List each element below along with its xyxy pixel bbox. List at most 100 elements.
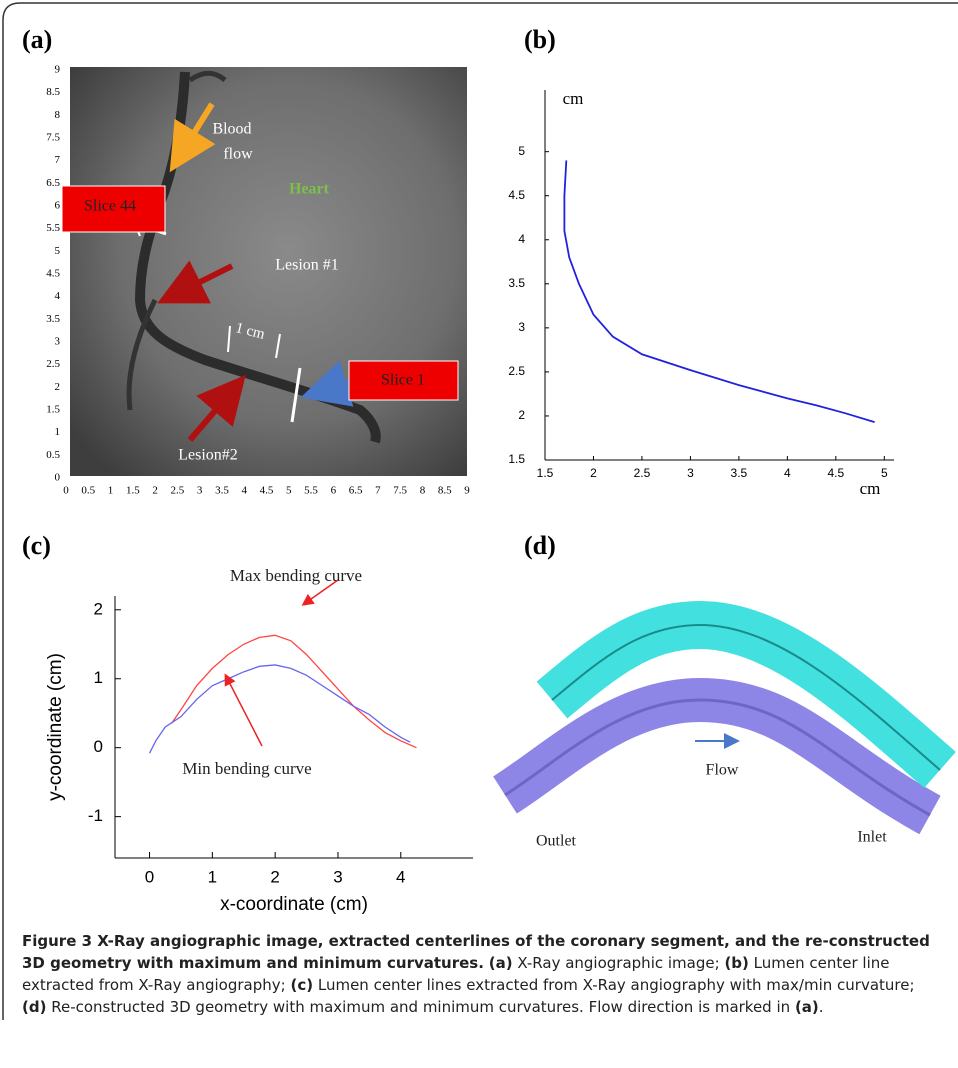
- y-tick-label: 1: [94, 668, 103, 687]
- x-tick-label: 2: [270, 867, 279, 886]
- arrow: [157, 260, 234, 304]
- panel-label: (c): [22, 531, 51, 560]
- arrow: [300, 360, 354, 407]
- y-axis-label: cm: [563, 89, 584, 108]
- panel-label: (b): [524, 25, 556, 54]
- y-tick-label: 8: [55, 109, 61, 121]
- x-tick-label: 3: [197, 485, 203, 497]
- annotation: Slice 44: [84, 198, 136, 215]
- x-tick-label: 4.5: [260, 485, 274, 497]
- x-tick-label: 2: [590, 466, 597, 480]
- y-tick-label: 2.5: [508, 364, 525, 378]
- slice-box: [61, 185, 166, 233]
- annotation: Heart: [289, 181, 330, 198]
- annotation: Outlet: [536, 833, 577, 850]
- y-tick-label: 4: [518, 232, 525, 246]
- y-tick-label: 1: [55, 426, 61, 438]
- x-tick-label: 3.5: [731, 466, 748, 480]
- caption: Figure 3 X-Ray angiographic image, extra…: [22, 930, 942, 1018]
- x-tick-label: 1: [108, 485, 114, 497]
- y-tick-label: 2: [94, 599, 103, 618]
- y-tick-label: 5: [55, 245, 61, 257]
- caption-tag: (d): [22, 998, 47, 1016]
- x-tick-label: 4: [241, 485, 247, 497]
- caption-text: Re-constructed 3D geometry with maximum …: [51, 998, 791, 1016]
- slice-box: [348, 360, 459, 401]
- arrow: [187, 374, 246, 442]
- geometry-edge: [504, 698, 931, 817]
- frame: [2, 2, 958, 1020]
- x-tick-label: 6: [331, 485, 337, 497]
- y-tick-label: 2: [518, 408, 525, 422]
- x-tick-label: 1.5: [537, 466, 554, 480]
- y-axis-label: y-coordinate (cm): [45, 653, 66, 801]
- y-tick-label: 2: [55, 381, 61, 393]
- y-tick-label: 5: [518, 144, 525, 158]
- x-tick-label: 8.5: [438, 485, 452, 497]
- annotation: flow: [223, 146, 253, 163]
- x-tick-label: 8: [420, 485, 426, 497]
- caption-text: .: [818, 998, 824, 1016]
- cm-mark: [227, 325, 231, 353]
- x-tick-label: 4: [396, 867, 405, 886]
- x-tick-label: 5.5: [304, 485, 318, 497]
- annotation: Slice 1: [381, 372, 425, 389]
- x-tick-label: 3.5: [215, 485, 229, 497]
- xray-image: [70, 67, 467, 476]
- x-tick-label: 0: [63, 485, 69, 497]
- annotation: Lesion #1: [275, 257, 339, 274]
- y-tick-label: 3.5: [46, 313, 60, 325]
- caption-tag: (a): [794, 998, 819, 1016]
- geometry-edge: [551, 623, 941, 771]
- x-tick-label: 5: [881, 466, 888, 480]
- panel-label: (d): [524, 531, 556, 560]
- annotation: 1 cm: [234, 320, 267, 343]
- y-tick-label: 7.5: [46, 132, 60, 144]
- x-tick-label: 9: [464, 485, 470, 497]
- annotation: Inlet: [857, 829, 887, 846]
- vessel-branch: [126, 70, 227, 411]
- x-tick-label: 7.5: [393, 485, 407, 497]
- caption-tag: (b): [724, 954, 749, 972]
- caption-text: Lumen center line extracted from X-Ray a…: [22, 954, 890, 994]
- y-tick-label: 1.5: [46, 404, 60, 416]
- y-tick-label: 0: [94, 737, 103, 756]
- caption-tag: (c): [290, 976, 314, 994]
- x-tick-label: 3: [333, 867, 342, 886]
- y-tick-label: 5.5: [46, 222, 60, 234]
- annotation-arrow: [301, 579, 339, 606]
- y-tick-label: 6: [55, 200, 61, 212]
- x-tick-label: 1: [208, 867, 217, 886]
- caption-heading: Figure 3 X-Ray angiographic image, extra…: [22, 932, 930, 972]
- y-tick-label: 0: [55, 472, 61, 484]
- x-tick-label: 1.5: [126, 485, 140, 497]
- line: [563, 160, 875, 423]
- y-tick-label: 3: [518, 320, 525, 334]
- y-tick-label: 8.5: [46, 86, 60, 98]
- annotation: Flow: [706, 762, 739, 779]
- x-tick-label: 5: [286, 485, 292, 497]
- x-tick-label: 4: [784, 466, 791, 480]
- y-tick-label: 3: [55, 336, 61, 348]
- y-tick-label: 2.5: [46, 358, 60, 370]
- x-tick-label: 2.5: [634, 466, 651, 480]
- y-tick-label: 3.5: [508, 276, 525, 290]
- x-axis-label: x-coordinate (cm): [220, 894, 368, 915]
- y-tick-label: 0.5: [46, 449, 60, 461]
- y-tick-label: 9: [55, 64, 61, 76]
- x-tick-label: 7: [375, 485, 381, 497]
- annotation: Min bending curve: [182, 759, 311, 778]
- annotation: Lesion#2: [178, 447, 238, 464]
- y-tick-label: 4: [55, 290, 61, 302]
- vessel: [134, 71, 381, 444]
- annotation: Max bending curve: [230, 566, 362, 585]
- cm-mark: [275, 333, 281, 359]
- y-tick-label: 4.5: [46, 268, 60, 280]
- caption-text: X-Ray angiographic image;: [517, 954, 720, 972]
- panel-label: (a): [22, 25, 52, 54]
- x-tick-label: 4.5: [827, 466, 844, 480]
- x-tick-label: 3: [687, 466, 694, 480]
- line: [148, 664, 411, 754]
